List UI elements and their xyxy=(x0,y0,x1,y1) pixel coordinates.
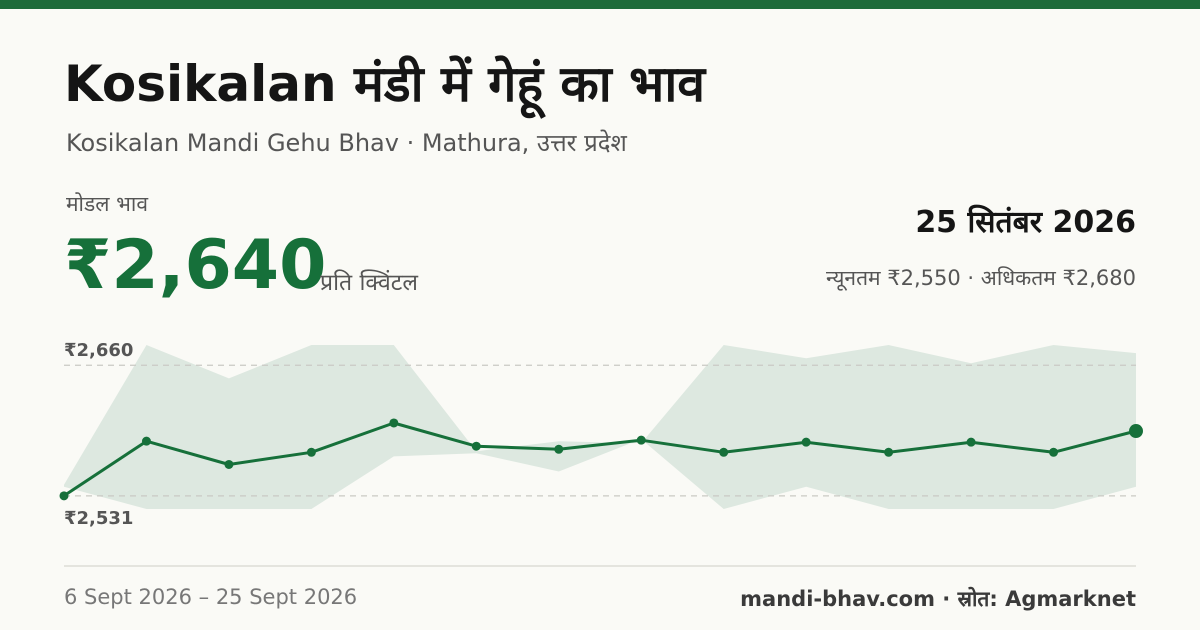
price-point xyxy=(719,447,729,457)
price-point xyxy=(389,418,399,428)
top-accent-bar xyxy=(0,0,1200,9)
price-point xyxy=(306,447,316,457)
min-max-price: न्यूनतम ₹2,550 · अधिकतम ₹2,680 xyxy=(826,266,1136,290)
price-point xyxy=(59,491,69,501)
price-label: मोडल भाव xyxy=(66,192,149,216)
min-max-band xyxy=(64,345,1136,509)
price-point xyxy=(471,441,481,451)
price-point xyxy=(884,447,894,457)
page-subtitle: Kosikalan Mandi Gehu Bhav · Mathura, उत्… xyxy=(66,129,627,157)
price-unit: प्रति क्विंटल xyxy=(320,270,418,296)
price-point xyxy=(141,436,151,446)
footer-divider xyxy=(64,565,1136,567)
price-point xyxy=(224,459,234,469)
footer-source: mandi-bhav.com · स्रोत: Agmarknet xyxy=(740,587,1136,611)
footer-date-range: 6 Sept 2026 – 25 Sept 2026 xyxy=(64,585,358,609)
latest-price-point xyxy=(1129,424,1143,439)
reference-label: ₹2,531 xyxy=(64,508,133,529)
price-point xyxy=(554,444,564,454)
price-line xyxy=(63,421,1137,498)
price-point xyxy=(1049,447,1059,457)
price-point xyxy=(966,437,976,447)
price-date: 25 सितंबर 2026 xyxy=(915,205,1136,240)
price-value: ₹2,640 xyxy=(64,226,327,305)
price-point xyxy=(801,437,811,447)
reference-label: ₹2,660 xyxy=(64,340,133,361)
page-title: Kosikalan मंडी में गेहूं का भाव xyxy=(64,55,706,113)
price-point xyxy=(636,435,646,445)
